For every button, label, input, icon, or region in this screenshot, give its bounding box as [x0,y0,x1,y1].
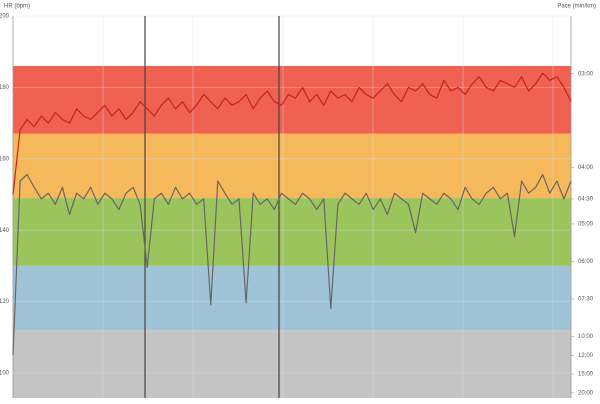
y2-tick-label: 04:00 [578,165,594,171]
zone-band [13,198,571,266]
y2-tick-label: 05:00 [578,222,594,228]
y-tick-label: 100 [0,371,10,377]
y-tick-label: 160 [0,156,10,162]
y2-tick-label: 10:00 [578,334,594,340]
y-axis-label: HR (bpm) [4,4,30,10]
y2-tick-label: 03:00 [578,71,594,77]
y2-tick-label: 20:00 [578,390,594,396]
y2-tick-label: 04:30 [578,196,594,202]
series-line [12,72,572,195]
zone-band [13,265,571,331]
zone-band [13,65,571,134]
zone-band [13,133,571,199]
y-tick-label: 120 [0,299,10,305]
y2-axis-label: Pace (min/km) [557,4,596,10]
y2-tick-label: 06:00 [578,259,594,265]
y2-tick-label: 07:30 [578,297,594,303]
series-line [12,173,572,356]
y-tick-label: 140 [0,228,10,234]
y2-tick-label: 12:00 [578,353,594,359]
y-tick-label: 180 [0,85,10,91]
y2-tick-label: 15:00 [578,372,594,378]
zone-band [13,330,571,398]
y-tick-label: 200 [0,14,10,20]
